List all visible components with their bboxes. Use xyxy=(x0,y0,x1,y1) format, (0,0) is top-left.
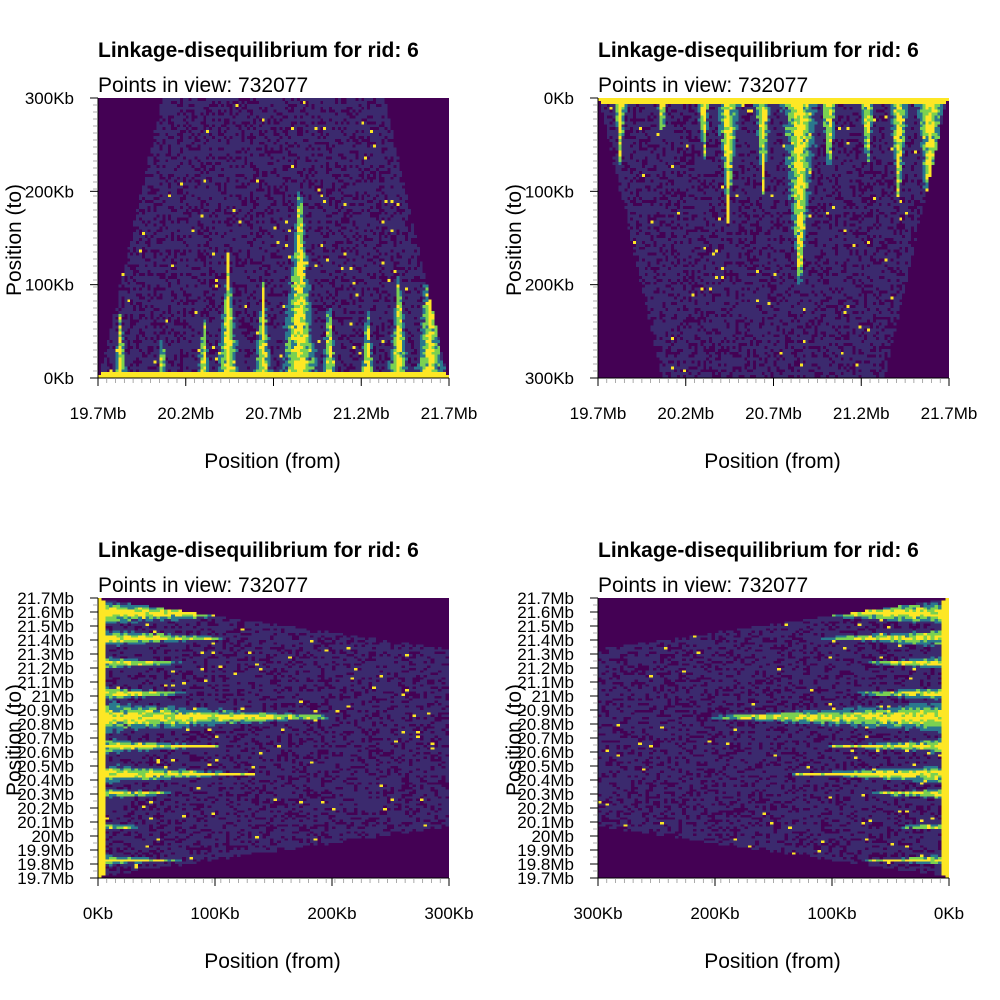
y-axis-title: Position (to) xyxy=(3,684,26,796)
ld-plot-bottom-right: 300Kb 200Kb 100Kb 0Kb 19.7Mb 19.8Mb 19.9Mb 20Mb… xyxy=(500,500,1000,1000)
x-tick-label: 20.7Mb xyxy=(245,404,302,423)
y-tick-label: 300Kb xyxy=(25,89,74,108)
ld-chart-svg: 300Kb 200Kb 100Kb 0Kb19.7Mb19.8Mb19.9Mb20Mb… xyxy=(500,500,1000,1000)
x-axis-title: Position (from) xyxy=(204,450,341,473)
y-tick-label: 200Kb xyxy=(25,182,74,201)
x-tick-label: 0Kb xyxy=(83,904,113,923)
x-tick-label: 19.7Mb xyxy=(570,404,627,423)
chart-subtitle: Points in view: 732077 xyxy=(98,574,308,597)
x-tick-label: 300Kb xyxy=(424,904,473,923)
y-tick-label: 21.7Mb xyxy=(517,589,574,608)
ld-heatmap xyxy=(98,98,449,378)
ld-plot-top-left: 19.7Mb 20.2Mb 20.7Mb 21.2Mb 21.7Mb 0Kb 100Kb 20… xyxy=(0,0,500,500)
x-tick-label: 20.2Mb xyxy=(157,404,214,423)
chart-title: Linkage-disequilibrium for rid: 6 xyxy=(98,539,419,562)
y-tick-label: 100Kb xyxy=(525,182,574,201)
x-tick-label: 200Kb xyxy=(307,904,356,923)
x-axis-title: Position (from) xyxy=(204,950,341,973)
x-tick-label: 20.2Mb xyxy=(657,404,714,423)
chart-subtitle: Points in view: 732077 xyxy=(598,74,808,97)
ld-plot-top-right: 19.7Mb 20.2Mb 20.7Mb 21.2Mb 21.7Mb 0Kb 100Kb 20… xyxy=(500,0,1000,500)
chart-subtitle: Points in view: 732077 xyxy=(598,574,808,597)
ld-heatmap xyxy=(98,598,449,878)
x-tick-label: 100Kb xyxy=(190,904,239,923)
x-tick-label: 21.2Mb xyxy=(333,404,390,423)
x-tick-label: 20.7Mb xyxy=(745,404,802,423)
x-tick-label: 21.7Mb xyxy=(421,404,478,423)
ld-plot-bottom-left: 0Kb 100Kb 200Kb 300Kb 19.7Mb 19.8Mb 19.9Mb 20Mb… xyxy=(0,500,500,1000)
x-tick-label: 21.7Mb xyxy=(921,404,978,423)
x-tick-label: 21.2Mb xyxy=(833,404,890,423)
ld-chart-svg: 19.7Mb 20.2Mb 20.7Mb 21.2Mb 21.7Mb 0Kb 100Kb 20… xyxy=(0,0,500,500)
chart-title: Linkage-disequilibrium for rid: 6 xyxy=(98,39,419,62)
x-tick-label: 300Kb xyxy=(573,904,622,923)
chart-title: Linkage-disequilibrium for rid: 6 xyxy=(598,539,919,562)
ld-chart-svg: 0Kb 100Kb 200Kb 300Kb19.7Mb19.8Mb19.9Mb20Mb… xyxy=(0,500,500,1000)
chart-subtitle: Points in view: 732077 xyxy=(98,74,308,97)
y-tick-label: 21.7Mb xyxy=(17,589,74,608)
y-axis-title: Position (to) xyxy=(3,184,26,296)
x-axis-title: Position (from) xyxy=(704,950,841,973)
y-tick-label: 0Kb xyxy=(544,89,574,108)
chart-title: Linkage-disequilibrium for rid: 6 xyxy=(598,39,919,62)
y-axis-title: Position (to) xyxy=(503,684,526,796)
x-axis-title: Position (from) xyxy=(704,450,841,473)
y-tick-label: 200Kb xyxy=(525,276,574,295)
y-axis-title: Position (to) xyxy=(503,184,526,296)
x-tick-label: 200Kb xyxy=(690,904,739,923)
x-tick-label: 0Kb xyxy=(934,904,964,923)
x-tick-label: 100Kb xyxy=(807,904,856,923)
ld-heatmap xyxy=(598,98,949,378)
y-tick-label: 0Kb xyxy=(44,369,74,388)
ld-chart-svg: 19.7Mb 20.2Mb 20.7Mb 21.2Mb 21.7Mb 0Kb 100Kb 20… xyxy=(500,0,1000,500)
y-tick-label: 300Kb xyxy=(525,369,574,388)
x-tick-label: 19.7Mb xyxy=(70,404,127,423)
y-tick-label: 100Kb xyxy=(25,276,74,295)
ld-heatmap xyxy=(598,598,949,878)
